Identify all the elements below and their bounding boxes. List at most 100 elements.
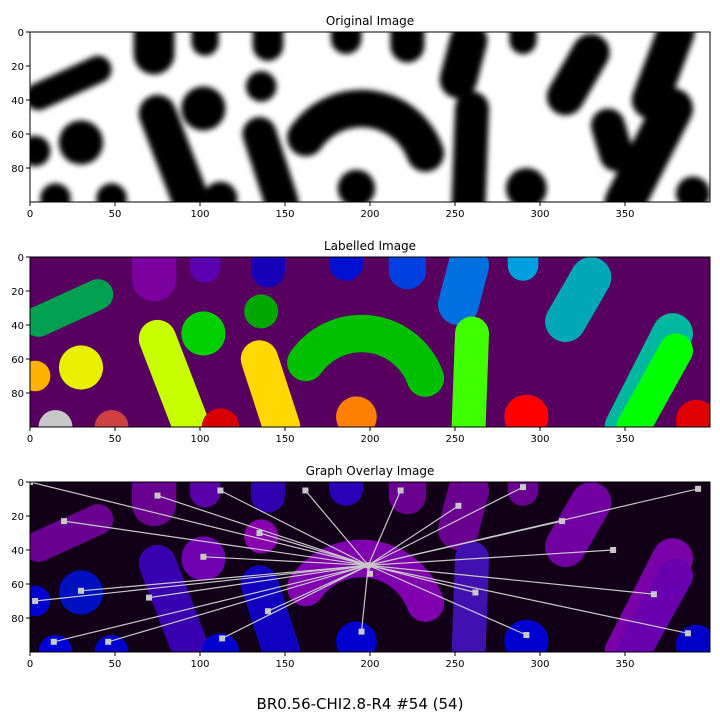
overlay-region-12 <box>244 519 279 554</box>
graph-edge <box>63 520 369 566</box>
y-tick-label: 20 <box>11 287 24 298</box>
label-region-19 <box>451 316 489 427</box>
graph-center-node <box>365 562 372 569</box>
y-tick-label: 80 <box>11 389 24 400</box>
graph-edge <box>368 564 689 634</box>
y-tick-label: 60 <box>11 130 24 141</box>
x-tick-label: 300 <box>530 434 549 445</box>
label-region-16 <box>138 319 211 427</box>
x-tick-label: 150 <box>275 434 294 445</box>
graph-node <box>256 530 263 536</box>
overlay-region-9 <box>437 482 490 550</box>
x-tick-label: 0 <box>27 434 33 445</box>
plot-area <box>30 32 710 202</box>
y-tick-label: 80 <box>11 164 24 175</box>
blob <box>676 176 710 202</box>
x-tick-label: 200 <box>360 659 379 670</box>
overlay-region-23 <box>94 635 129 652</box>
graph-edge <box>30 482 369 566</box>
graph-node <box>30 482 33 485</box>
overlay-region-27 <box>676 624 710 652</box>
y-tick-label: 40 <box>11 96 24 107</box>
graph-node <box>650 591 657 598</box>
y-tick-label: 80 <box>11 614 24 625</box>
graph-edge <box>157 495 369 566</box>
blob <box>58 120 104 165</box>
overlay-region-26 <box>504 619 549 652</box>
graph-edge <box>108 564 369 643</box>
label-region-27 <box>676 399 710 427</box>
x-tick-label: 300 <box>530 659 549 670</box>
panel-title: Original Image <box>326 14 414 28</box>
blob <box>506 168 547 202</box>
x-tick-label: 200 <box>360 434 379 445</box>
graph-edge <box>367 490 402 566</box>
blob <box>245 71 277 102</box>
graph-node <box>610 547 617 553</box>
graph-node <box>684 630 691 637</box>
label-region-25 <box>336 396 377 427</box>
plot-area <box>30 257 710 427</box>
graph-node <box>397 487 404 494</box>
y-tick-label: 60 <box>11 355 24 366</box>
blob <box>203 181 238 202</box>
graph-node <box>695 485 702 492</box>
blob <box>591 108 634 172</box>
figure-caption: BR0.56-CHI2.8-R4 #54 (54) <box>256 695 464 713</box>
graph-node <box>367 570 373 577</box>
label-region-26 <box>504 394 549 427</box>
blob <box>287 89 445 172</box>
graph-node <box>61 518 67 525</box>
graph-edge <box>80 564 369 592</box>
graph-node <box>146 594 152 601</box>
graph-node <box>472 589 479 596</box>
x-tick-label: 0 <box>27 659 33 670</box>
blob <box>439 32 488 99</box>
x-tick-label: 150 <box>275 209 294 220</box>
x-tick-label: 100 <box>190 434 209 445</box>
overlay-region-24 <box>201 633 240 652</box>
y-tick-label: 60 <box>11 580 24 591</box>
blob <box>337 169 376 202</box>
blob <box>30 135 51 167</box>
x-tick-label: 100 <box>190 659 209 670</box>
blob <box>96 183 127 202</box>
label-region-24 <box>201 408 240 427</box>
graph-edge <box>221 564 369 639</box>
blob <box>604 88 693 202</box>
blob <box>546 33 610 116</box>
graph-edge <box>35 564 369 602</box>
x-tick-label: 50 <box>109 659 122 670</box>
y-tick-label: 20 <box>11 62 24 73</box>
overlay-region-21 <box>616 558 693 652</box>
panel-title: Labelled Image <box>324 239 416 253</box>
label-region-12 <box>244 294 279 329</box>
label-region-11 <box>545 257 612 343</box>
label-region-23 <box>94 410 129 427</box>
label-region-22 <box>38 410 73 427</box>
panel-2: Labelled Image 0 50 100 150 200 250 300 350 0 20 40… <box>11 239 711 445</box>
graph-edge <box>259 532 369 566</box>
graph-node <box>523 632 530 638</box>
x-tick-label: 200 <box>360 209 379 220</box>
label-region-13 <box>181 311 226 356</box>
label-region-18 <box>287 314 445 397</box>
overlay-region-19 <box>451 541 489 652</box>
graph-edge <box>368 549 614 566</box>
graph-node <box>50 638 57 645</box>
graph-edge <box>203 556 369 566</box>
blob <box>181 86 226 131</box>
x-tick-label: 350 <box>615 209 634 220</box>
graph-edge <box>368 486 524 566</box>
blob <box>451 91 489 202</box>
graph-edge <box>368 564 476 594</box>
graph-edge <box>148 564 369 599</box>
graph-node <box>105 638 112 645</box>
panel-1: Original Image 0 50 100 150 200 250 300 350 0 20 40… <box>11 14 711 220</box>
x-tick-label: 150 <box>275 659 294 670</box>
graph-edge <box>367 505 459 566</box>
label-region-17 <box>240 340 301 427</box>
label-region-2 <box>30 279 114 337</box>
overlay-region-16 <box>138 544 211 652</box>
